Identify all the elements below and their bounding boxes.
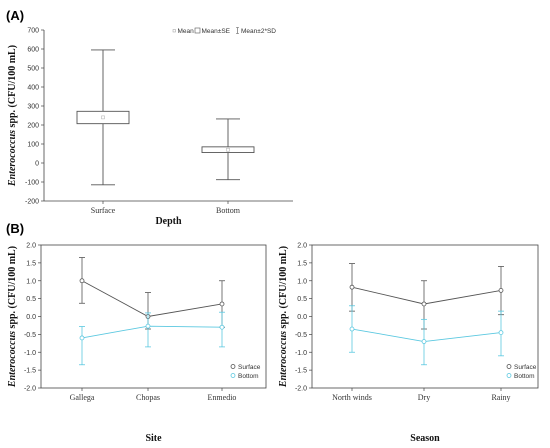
y-tick-label: 0.5	[26, 296, 36, 303]
y-tick-label: 0	[35, 161, 39, 168]
data-point	[498, 288, 504, 293]
y-tick-label: 1.0	[26, 278, 36, 285]
y-tick-label: 500	[27, 66, 39, 73]
x-category-label: Enmedio	[208, 393, 237, 402]
legend-marker-surface	[506, 364, 512, 369]
y-axis-title-unit: spp. (CFU/100 mL)	[7, 45, 18, 130]
data-point	[219, 301, 225, 307]
legend-sd-marker	[236, 27, 239, 34]
legend-label-surface: Surface	[514, 364, 537, 371]
y-tick-label: 1.5	[297, 260, 307, 267]
legend-label-bottom: Bottom	[514, 373, 535, 380]
data-point	[498, 330, 504, 335]
y-tick-label: 200	[27, 123, 39, 130]
depth-box-chart: -200 -100 0 100 200 300 400 500 600 700 Surface Bot…	[7, 27, 293, 227]
data-point	[145, 323, 151, 329]
x-category-label: Chopas	[136, 393, 160, 402]
legend-sd-label: Mean±2*SD	[241, 28, 276, 35]
legend-label-surface: Surface	[238, 364, 261, 371]
data-point	[349, 284, 355, 290]
y-tick-label: -0.5	[295, 332, 307, 339]
y-tick-label: 300	[27, 104, 39, 111]
y-tick-label: 1.5	[26, 260, 36, 267]
y-axis-title: Enterococcus spp. (CFU/100 mL)	[278, 246, 289, 388]
y-tick-label: -2.0	[24, 386, 36, 393]
legend-marker-bottom	[230, 373, 236, 378]
x-category-label: North winds	[332, 393, 372, 402]
y-axis-title-unit: spp. (CFU/100 mL)	[7, 246, 18, 331]
x-category-label: Dry	[418, 393, 430, 402]
mean-marker	[101, 115, 105, 120]
series-line-bottom	[351, 328, 502, 342]
data-point	[421, 339, 427, 344]
data-point	[79, 278, 85, 284]
y-tick-label: -1.0	[295, 350, 307, 357]
season-line-chart: -2.0 -1.5 -1.0 -0.5 0.0 0.5 1.0 1.5 2.0 North win…	[278, 243, 539, 444]
y-tick-label: 1.0	[297, 278, 307, 285]
series-line-bottom	[81, 325, 223, 339]
mean-marker	[226, 147, 230, 152]
y-tick-label: -1.0	[24, 350, 36, 357]
legend-marker-bottom	[506, 373, 512, 378]
x-category-label: Surface	[91, 206, 116, 215]
panel-label-a: (A)	[6, 8, 24, 23]
data-point	[79, 335, 85, 341]
panel-label-b: (B)	[6, 221, 24, 236]
x-category-label: Bottom	[216, 206, 241, 215]
y-tick-label: 400	[27, 85, 39, 92]
y-axis-title-genus: Enterococcus	[7, 331, 18, 388]
y-axis-title: Enterococcus spp. (CFU/100 mL)	[7, 45, 18, 187]
series-line-surface	[351, 286, 502, 305]
legend-mean-label: Mean	[178, 28, 195, 35]
plot-frame	[311, 244, 539, 389]
legend-mean-marker	[172, 29, 176, 33]
data-point	[219, 324, 225, 330]
y-tick-label: -200	[25, 199, 39, 206]
y-tick-label: -2.0	[295, 386, 307, 393]
legend-se-label: Mean±SE	[202, 28, 231, 35]
legend-label-bottom: Bottom	[238, 373, 259, 380]
legend-se-marker	[194, 27, 201, 34]
x-axis-title: Season	[410, 433, 440, 444]
y-tick-label: -1.5	[295, 368, 307, 375]
y-tick-label: -1.5	[24, 368, 36, 375]
y-tick-label: -100	[25, 180, 39, 187]
y-tick-label: 0.0	[297, 314, 307, 321]
y-axis-title-genus: Enterococcus	[278, 331, 289, 388]
y-tick-label: 0.0	[26, 314, 36, 321]
y-tick-label: 2.0	[297, 243, 307, 250]
y-tick-label: 600	[27, 47, 39, 54]
data-point	[421, 301, 427, 307]
y-tick-label: 2.0	[26, 243, 36, 250]
y-tick-label: -0.5	[24, 332, 36, 339]
y-tick-label: 100	[27, 142, 39, 149]
x-category-label: Rainy	[491, 393, 510, 402]
y-tick-label: 700	[27, 28, 39, 35]
y-axis-title: Enterococcus spp. (CFU/100 mL)	[7, 246, 18, 388]
x-axis-title: Depth	[155, 216, 182, 227]
y-tick-label: 0.5	[297, 296, 307, 303]
y-axis-title-genus: Enterococcus	[7, 130, 18, 187]
series-line-surface	[81, 280, 223, 317]
legend-marker-surface	[230, 364, 236, 369]
site-line-chart: -2.0 -1.5 -1.0 -0.5 0.0 0.5 1.0 1.5 2.0 Gallega Ch…	[7, 243, 267, 444]
x-axis-title: Site	[145, 433, 162, 444]
x-category-label: Gallega	[70, 393, 95, 402]
data-point	[349, 326, 355, 332]
y-axis-title-unit: spp. (CFU/100 mL)	[278, 246, 289, 331]
